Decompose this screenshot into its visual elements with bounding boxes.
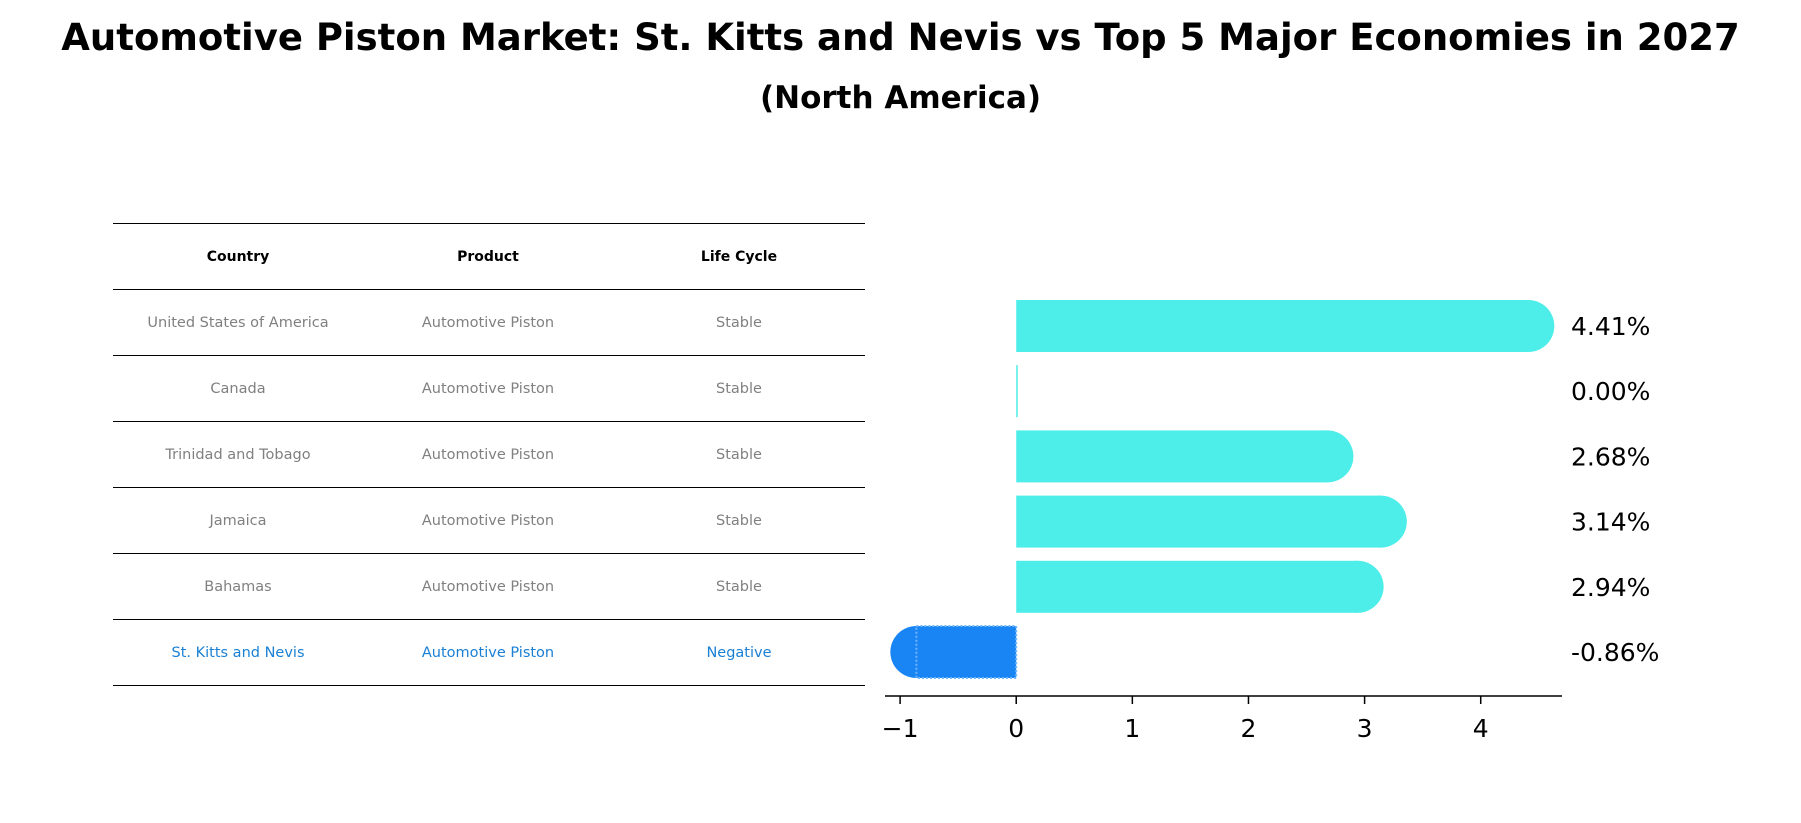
header-life-cycle: Life Cycle [613,223,865,290]
table-row-highlighted: St. Kitts and Nevis Automotive Piston Ne… [113,619,865,686]
bar-2 [1016,430,1354,483]
cell-product: Automotive Piston [363,487,613,554]
cell-country: Canada [113,355,363,422]
table-row: Bahamas Automotive Piston Stable [113,553,865,620]
cell-product: Automotive Piston [363,553,613,620]
table-row: United States of America Automotive Pist… [113,289,865,356]
cell-product: Automotive Piston [363,421,613,488]
value-label: 2.94% [1571,573,1650,602]
cell-life-cycle: Stable [613,553,865,620]
chart-subtitle: (North America) [759,80,1042,116]
cell-country: United States of America [113,289,363,356]
cell-life-cycle: Negative [613,619,865,686]
value-labels-layer: 4.41% 0.00% 2.68% 3.14% 2.94% -0.86% [1571,312,1659,667]
bar-1 [1016,365,1018,418]
x-tick-label: 1 [1124,714,1140,743]
x-tick-label: 3 [1357,714,1373,743]
bar-3 [1016,495,1407,548]
x-tick-label: 0 [1008,714,1024,743]
value-label: 0.00% [1571,377,1650,406]
x-tick-label: 2 [1241,714,1257,743]
bar-5 [890,625,1018,679]
table-row: Jamaica Automotive Piston Stable [113,487,865,554]
cell-life-cycle: Stable [613,289,865,356]
chart-title: Automotive Piston Market: St. Kitts and … [61,16,1740,59]
table-header-row: Country Product Life Cycle [113,223,865,290]
bar-0 [1016,300,1555,352]
bars-layer [890,300,1555,679]
cell-country: Bahamas [113,553,363,620]
cell-product: Automotive Piston [363,355,613,422]
cell-country: St. Kitts and Nevis [113,619,363,686]
value-label: 4.41% [1571,312,1650,341]
x-ticks-layer: −1 0 1 2 3 4 [882,696,1489,743]
table-row: Canada Automotive Piston Stable [113,355,865,422]
cell-country: Jamaica [113,487,363,554]
country-table: Country Product Life Cycle United States… [113,223,865,686]
cell-product: Automotive Piston [363,289,613,356]
bar-4 [1016,560,1384,613]
cell-life-cycle: Stable [613,421,865,488]
header-country: Country [113,223,363,290]
x-tick-label: 4 [1473,714,1489,743]
value-label: -0.86% [1571,638,1659,667]
value-label: 2.68% [1571,442,1650,471]
x-tick-label: −1 [882,714,919,743]
cell-life-cycle: Stable [613,487,865,554]
value-label: 3.14% [1571,508,1650,537]
header-product: Product [363,223,613,290]
cell-life-cycle: Stable [613,355,865,422]
cell-country: Trinidad and Tobago [113,421,363,488]
cell-product: Automotive Piston [363,619,613,686]
table-row: Trinidad and Tobago Automotive Piston St… [113,421,865,488]
